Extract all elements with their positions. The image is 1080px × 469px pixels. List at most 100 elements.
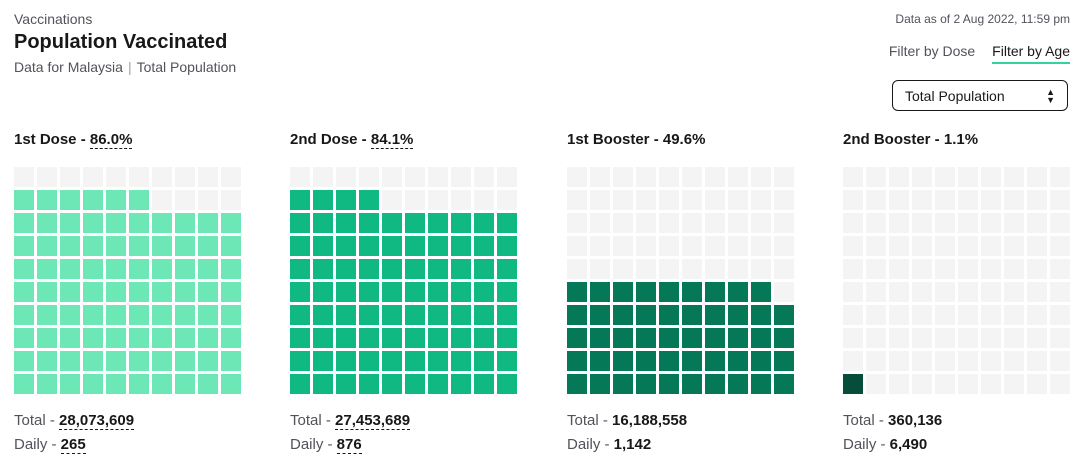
waffle-cell-empty	[83, 167, 103, 187]
waffle-cell-filled	[636, 351, 656, 371]
daily-stat: Daily - 6,490	[843, 436, 927, 453]
daily-label: Daily -	[290, 436, 337, 453]
waffle-cell-empty	[1004, 328, 1024, 348]
waffle-cell-empty	[1027, 328, 1047, 348]
waffle-cell-filled	[774, 374, 794, 394]
waffle-cell-filled	[60, 282, 80, 302]
total-value[interactable]: 27,453,689	[335, 412, 411, 430]
waffle-cell-filled	[590, 328, 610, 348]
waffle-cell-filled	[682, 305, 702, 325]
waffle-cell-empty	[313, 167, 333, 187]
waffle-cell-filled	[175, 351, 195, 371]
waffle-cell-empty	[843, 328, 863, 348]
panel-separator: -	[76, 131, 90, 148]
waffle-cell-empty	[728, 213, 748, 233]
waffle-cell-empty	[636, 213, 656, 233]
waffle-cell-filled	[428, 305, 448, 325]
waffle-cell-empty	[1004, 374, 1024, 394]
waffle-chart-2nd-booster	[843, 167, 1070, 394]
population-select[interactable]: Total Population ▲ ▼	[892, 80, 1068, 111]
waffle-cell-filled	[198, 236, 218, 256]
waffle-cell-filled	[83, 236, 103, 256]
waffle-cell-filled	[567, 328, 587, 348]
total-label: Total -	[290, 412, 336, 429]
waffle-cell-filled	[83, 282, 103, 302]
waffle-cell-filled	[152, 236, 172, 256]
waffle-cell-empty	[497, 167, 517, 187]
total-value[interactable]: 28,073,609	[59, 412, 135, 430]
waffle-cell-filled	[451, 351, 471, 371]
total-label: Total -	[14, 412, 60, 429]
waffle-cell-empty	[1027, 282, 1047, 302]
waffle-cell-empty	[60, 167, 80, 187]
waffle-cell-empty	[474, 167, 494, 187]
waffle-cell-filled	[382, 374, 402, 394]
waffle-cell-empty	[843, 213, 863, 233]
waffle-cell-filled	[290, 236, 310, 256]
waffle-cell-filled	[636, 374, 656, 394]
waffle-cell-empty	[659, 236, 679, 256]
daily-value[interactable]: 265	[60, 436, 86, 454]
waffle-cell-filled	[313, 236, 333, 256]
waffle-cell-empty	[751, 167, 771, 187]
waffle-cell-filled	[106, 328, 126, 348]
waffle-cell-empty	[613, 236, 633, 256]
waffle-cell-empty	[912, 190, 932, 210]
waffle-cell-filled	[198, 351, 218, 371]
waffle-cell-empty	[382, 167, 402, 187]
waffle-cell-filled	[636, 328, 656, 348]
waffle-cell-empty	[981, 259, 1001, 279]
waffle-cell-filled	[474, 305, 494, 325]
panel-percent[interactable]: 86.0%	[89, 131, 133, 149]
waffle-cell-filled	[83, 328, 103, 348]
waffle-cell-empty	[935, 190, 955, 210]
waffle-cell-empty	[1050, 167, 1070, 187]
waffle-cell-empty	[889, 259, 909, 279]
waffle-cell-empty	[728, 190, 748, 210]
waffle-cell-empty	[912, 282, 932, 302]
waffle-cell-filled	[728, 374, 748, 394]
waffle-cell-empty	[1050, 259, 1070, 279]
panel-2nd-dose: 2nd Dose - 84.1% Total - 27,453,689 Dail…	[290, 131, 530, 454]
waffle-cell-filled	[728, 328, 748, 348]
waffle-cell-empty	[728, 259, 748, 279]
waffle-cell-filled	[705, 305, 725, 325]
waffle-cell-empty	[451, 190, 471, 210]
waffle-cell-filled	[843, 374, 863, 394]
waffle-cell-empty	[958, 259, 978, 279]
waffle-cell-empty	[1050, 328, 1070, 348]
waffle-cell-empty	[336, 167, 356, 187]
waffle-cell-empty	[1004, 236, 1024, 256]
waffle-cell-filled	[567, 374, 587, 394]
waffle-cell-filled	[37, 213, 57, 233]
panel-percent[interactable]: 84.1%	[370, 131, 414, 149]
waffle-cell-empty	[774, 236, 794, 256]
eyebrow: Vaccinations	[14, 11, 93, 27]
waffle-cell-filled	[359, 259, 379, 279]
waffle-cell-filled	[14, 236, 34, 256]
waffle-cell-filled	[359, 282, 379, 302]
waffle-cell-filled	[14, 259, 34, 279]
daily-stat: Daily - 876	[290, 436, 362, 454]
waffle-cell-filled	[405, 305, 425, 325]
daily-value[interactable]: 876	[336, 436, 362, 454]
waffle-cell-filled	[129, 236, 149, 256]
tab-filter-by-age[interactable]: Filter by Age	[992, 43, 1070, 64]
waffle-cell-empty	[1004, 167, 1024, 187]
waffle-cell-filled	[774, 305, 794, 325]
waffle-cell-empty	[935, 282, 955, 302]
waffle-cell-empty	[935, 328, 955, 348]
waffle-cell-empty	[1050, 305, 1070, 325]
waffle-cell-filled	[382, 213, 402, 233]
waffle-cell-empty	[682, 236, 702, 256]
waffle-cell-empty	[912, 259, 932, 279]
tab-filter-by-dose[interactable]: Filter by Dose	[888, 43, 976, 59]
waffle-cell-filled	[129, 282, 149, 302]
waffle-cell-filled	[659, 351, 679, 371]
waffle-cell-filled	[359, 351, 379, 371]
waffle-cell-filled	[451, 305, 471, 325]
waffle-cell-filled	[682, 282, 702, 302]
waffle-cell-filled	[60, 305, 80, 325]
waffle-cell-filled	[313, 374, 333, 394]
waffle-cell-filled	[613, 305, 633, 325]
